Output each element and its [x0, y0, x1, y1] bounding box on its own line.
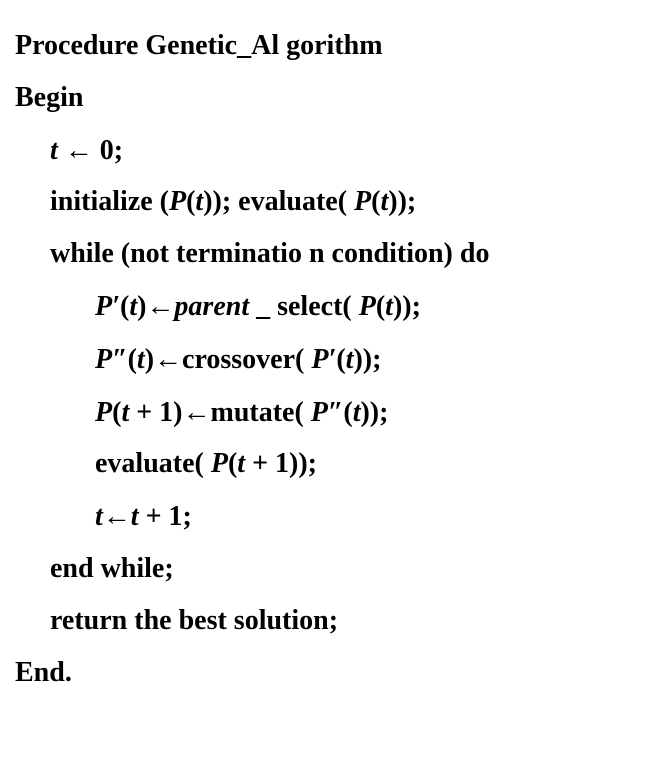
pseudocode-line-1: Procedure Genetic_Al gorithm: [15, 20, 648, 72]
text: Begin: [15, 82, 83, 113]
var-t: t: [50, 135, 58, 166]
arrow-left: ←: [65, 124, 93, 176]
pseudocode-line-5: while (not terminatio n condition) do: [15, 228, 648, 280]
text: end while;: [50, 553, 174, 584]
text: + 1): [129, 397, 182, 428]
arrow-left: ←: [103, 490, 131, 542]
pseudocode-line-6: P′(t) ← parent _ select( P(t));: [15, 280, 648, 333]
pseudocode-line-12: return the best solution;: [15, 595, 648, 647]
text: 0;: [100, 135, 123, 166]
text: while (not terminatio n condition) do: [50, 238, 489, 269]
arrow-left: ←: [154, 333, 182, 385]
text: ));: [393, 291, 421, 322]
text: End.: [15, 657, 72, 688]
text: + 1));: [245, 448, 317, 479]
var-p: P: [211, 448, 228, 479]
text: ): [137, 291, 146, 322]
fn-parent: parent: [174, 291, 256, 322]
text: (: [343, 397, 352, 428]
text: crossover(: [182, 344, 311, 375]
var-p: P: [169, 186, 186, 217]
text: (: [228, 448, 237, 479]
text: ));: [388, 186, 416, 217]
var-p-dprime: P″: [95, 344, 128, 375]
arrow-left: ←: [146, 280, 174, 332]
var-p: P: [359, 291, 376, 322]
text: Procedure Genetic_Al gorithm: [15, 30, 383, 61]
text: (: [336, 344, 345, 375]
text: + 1;: [139, 501, 192, 532]
text: evaluate(: [95, 448, 211, 479]
var-p-prime: P′: [311, 344, 336, 375]
pseudocode-line-4: initialize (P(t)); evaluate( P(t));: [15, 176, 648, 228]
var-t: t: [137, 344, 145, 375]
text: _ select(: [256, 291, 359, 322]
text: (: [128, 344, 137, 375]
pseudocode-line-11: end while;: [15, 543, 648, 595]
text: ));: [360, 397, 388, 428]
pseudocode-line-3: t ← 0;: [15, 124, 648, 177]
var-t: t: [385, 291, 393, 322]
text: return the best solution;: [50, 605, 338, 636]
pseudocode-line-2: Begin: [15, 72, 648, 124]
var-p-dprime: P″: [311, 397, 344, 428]
var-t: t: [129, 291, 137, 322]
text: ): [145, 344, 154, 375]
text: mutate(: [211, 397, 311, 428]
var-t: t: [95, 501, 103, 532]
text: )); evaluate(: [203, 186, 354, 217]
var-p: P: [354, 186, 371, 217]
pseudocode-line-8: P(t + 1) ← mutate( P″(t));: [15, 386, 648, 439]
text: ));: [353, 344, 381, 375]
text: (: [376, 291, 385, 322]
var-p-prime: P′: [95, 291, 120, 322]
var-t: t: [131, 501, 139, 532]
arrow-left: ←: [183, 386, 211, 438]
pseudocode-line-10: t ← t + 1;: [15, 490, 648, 543]
pseudocode-line-13: End.: [15, 647, 648, 699]
var-p: P: [95, 397, 112, 428]
text: initialize (: [50, 186, 169, 217]
var-t: t: [237, 448, 245, 479]
text: (: [120, 291, 129, 322]
pseudocode-line-7: P″(t) ← crossover( P′(t));: [15, 333, 648, 386]
pseudocode-line-9: evaluate( P(t + 1));: [15, 438, 648, 490]
